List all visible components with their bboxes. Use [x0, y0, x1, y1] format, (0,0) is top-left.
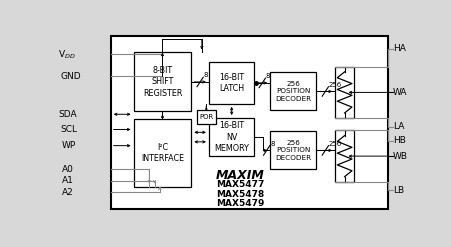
Text: 8: 8	[270, 141, 274, 147]
Text: A0: A0	[62, 165, 74, 174]
Bar	[208, 118, 254, 156]
Text: HA: HA	[392, 44, 405, 53]
Text: GND: GND	[60, 72, 80, 81]
Text: MAXIM: MAXIM	[216, 169, 264, 182]
Text: WB: WB	[392, 152, 407, 161]
Bar	[270, 131, 315, 169]
Text: SDA: SDA	[58, 110, 77, 119]
Text: WP: WP	[62, 141, 76, 150]
Text: MAX5479: MAX5479	[216, 199, 264, 208]
Bar	[133, 119, 191, 186]
Text: LA: LA	[392, 122, 403, 131]
Text: MAX5478: MAX5478	[216, 190, 263, 199]
Text: 16-BIT
NV
MEMORY: 16-BIT NV MEMORY	[214, 122, 249, 153]
Text: A1: A1	[62, 176, 74, 185]
Text: 8-BIT
SHIFT
REGISTER: 8-BIT SHIFT REGISTER	[143, 66, 182, 98]
Bar	[208, 62, 254, 104]
Text: 8: 8	[265, 73, 270, 79]
Text: 256
POSITION
DECODER: 256 POSITION DECODER	[274, 140, 310, 161]
Text: I²C
INTERFACE: I²C INTERFACE	[141, 143, 184, 163]
Text: V$_{DD}$: V$_{DD}$	[58, 48, 76, 61]
Bar	[334, 67, 354, 118]
Text: MAX5477: MAX5477	[216, 180, 264, 189]
Bar	[133, 52, 191, 111]
Bar	[196, 109, 216, 124]
Text: A2: A2	[62, 188, 74, 197]
Text: POR: POR	[199, 114, 213, 120]
Text: 256: 256	[328, 82, 341, 88]
Text: 16-BIT
LATCH: 16-BIT LATCH	[219, 73, 244, 93]
Text: 8: 8	[203, 72, 207, 78]
Text: HB: HB	[392, 136, 405, 145]
Text: SCL: SCL	[60, 125, 77, 134]
Text: 256: 256	[328, 141, 341, 147]
Bar	[334, 130, 354, 182]
Bar	[110, 36, 387, 209]
Bar	[270, 72, 315, 110]
Text: LB: LB	[392, 186, 403, 195]
Text: WA: WA	[392, 88, 406, 97]
Text: 256
POSITION
DECODER: 256 POSITION DECODER	[274, 81, 310, 102]
